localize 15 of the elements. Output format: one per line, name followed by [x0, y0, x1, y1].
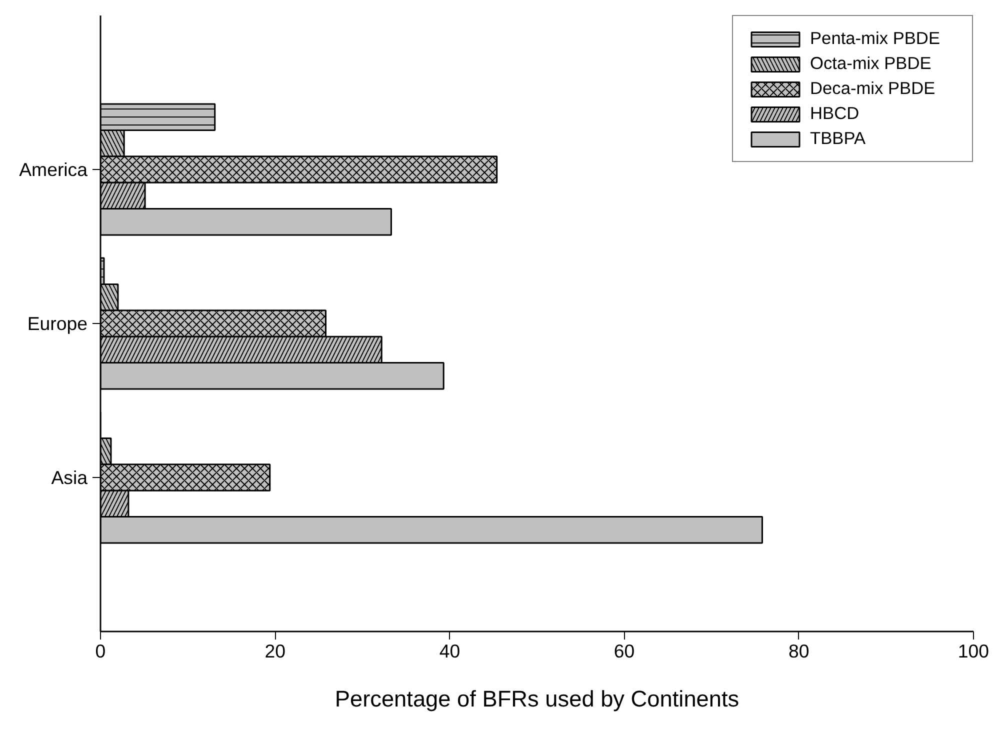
y-tick-label: America: [19, 159, 88, 180]
x-tick-label: 100: [958, 640, 990, 662]
x-axis-title: Percentage of BFRs used by Continents: [334, 686, 740, 712]
x-tick-label: 0: [95, 640, 106, 662]
legend-label: Octa-mix PBDE: [810, 53, 932, 74]
x-tick-label: 40: [439, 640, 460, 662]
legend-label: TBBPA: [810, 128, 867, 149]
y-tick-label: Europe: [27, 313, 88, 334]
legend-label: Deca-mix PBDE: [810, 78, 936, 99]
x-tick-label: 60: [614, 640, 635, 662]
y-tick-label: Asia: [51, 467, 88, 488]
legend-label: Penta-mix PBDE: [810, 28, 942, 49]
x-tick-label: 20: [264, 640, 286, 662]
legend-label: HBCD: [810, 103, 860, 124]
x-tick-label: 80: [788, 640, 810, 662]
